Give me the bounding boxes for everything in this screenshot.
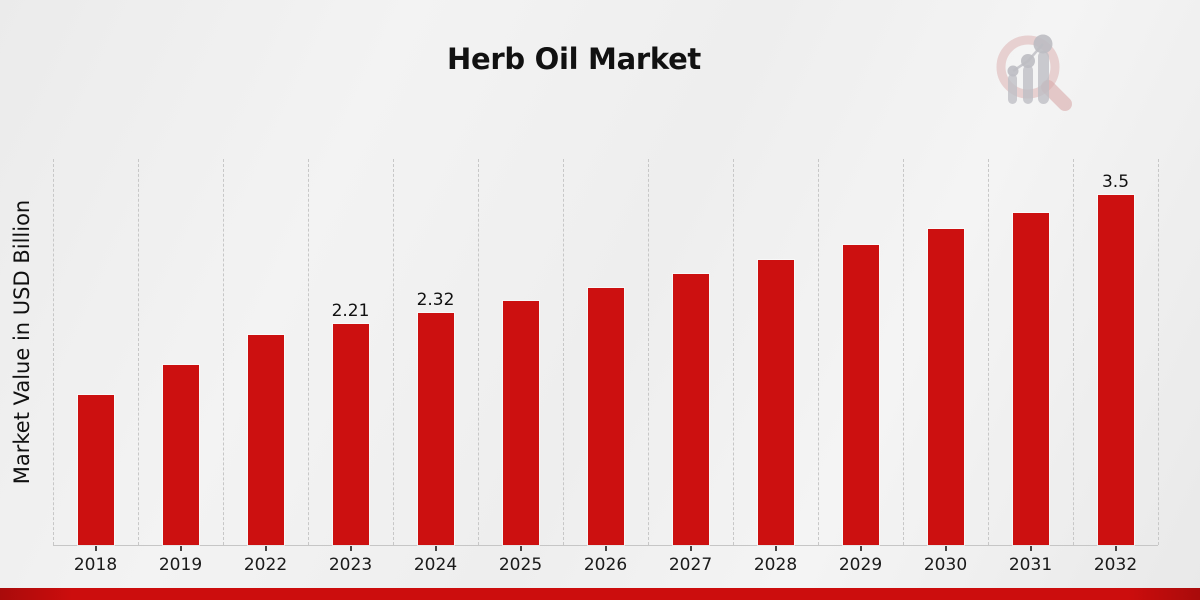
gridline bbox=[478, 159, 479, 545]
x-tick-label-2023: 2023 bbox=[328, 555, 373, 575]
bar-2030 bbox=[927, 229, 964, 545]
x-axis-tick bbox=[1114, 546, 1117, 551]
gridline bbox=[903, 159, 904, 545]
x-tick-label-2030: 2030 bbox=[923, 555, 968, 575]
page-title: Herb Oil Market bbox=[447, 42, 701, 76]
bottom-accent-strip bbox=[0, 588, 1200, 600]
plot-area: 2018 2019 2022 2.21 2023 2.32 2024 2025 2026 2027… bbox=[53, 159, 1159, 575]
bar-2026 bbox=[587, 288, 624, 545]
x-axis-tick bbox=[689, 546, 692, 551]
x-axis-tick bbox=[1029, 546, 1032, 551]
gridline bbox=[733, 159, 734, 545]
logo-trend-dots-icon bbox=[1007, 34, 1053, 77]
x-axis-line bbox=[53, 545, 1158, 546]
x-axis-tick bbox=[859, 546, 862, 551]
gridline bbox=[988, 159, 989, 545]
magnifier-handle-icon bbox=[1041, 80, 1072, 111]
logo-bars-icon bbox=[1008, 51, 1049, 104]
x-tick-label-2027: 2027 bbox=[668, 555, 713, 575]
x-axis-tick bbox=[94, 546, 97, 551]
bar-2032 bbox=[1097, 195, 1134, 545]
bar-2019 bbox=[162, 365, 199, 545]
bar-2029 bbox=[842, 245, 879, 545]
x-tick-label-2018: 2018 bbox=[73, 555, 118, 575]
x-axis-tick bbox=[434, 546, 437, 551]
x-axis-tick bbox=[179, 546, 182, 551]
x-tick-label-2028: 2028 bbox=[753, 555, 798, 575]
bar-2018 bbox=[77, 395, 114, 545]
gridline bbox=[308, 159, 309, 545]
x-tick-label-2024: 2024 bbox=[413, 555, 458, 575]
x-tick-label-2026: 2026 bbox=[583, 555, 628, 575]
x-tick-label-2019: 2019 bbox=[158, 555, 203, 575]
bar-value-label-2032: 3.5 bbox=[1101, 172, 1130, 192]
x-tick-label-2031: 2031 bbox=[1008, 555, 1053, 575]
gridline bbox=[648, 159, 649, 545]
x-axis-tick bbox=[944, 546, 947, 551]
gridline bbox=[1158, 159, 1159, 545]
bar-2023 bbox=[332, 324, 369, 545]
x-axis-tick bbox=[774, 546, 777, 551]
x-axis-tick bbox=[349, 546, 352, 551]
x-tick-label-2025: 2025 bbox=[498, 555, 543, 575]
bar-2031 bbox=[1012, 213, 1049, 545]
bar-2028 bbox=[757, 260, 794, 545]
x-tick-label-2029: 2029 bbox=[838, 555, 883, 575]
x-tick-label-2032: 2032 bbox=[1093, 555, 1138, 575]
gridline bbox=[53, 159, 54, 545]
bar-2024 bbox=[417, 313, 454, 545]
bar-2027 bbox=[672, 274, 709, 545]
bar-value-label-2023: 2.21 bbox=[331, 301, 370, 321]
x-axis-tick bbox=[264, 546, 267, 551]
x-axis-tick bbox=[519, 546, 522, 551]
gridline bbox=[818, 159, 819, 545]
bar-value-label-2024: 2.32 bbox=[416, 290, 455, 310]
gridline bbox=[138, 159, 139, 545]
x-tick-label-2022: 2022 bbox=[243, 555, 288, 575]
bar-2025 bbox=[502, 301, 539, 545]
bar-2022 bbox=[247, 335, 284, 545]
gridline bbox=[563, 159, 564, 545]
magnifier-bar-chart-logo-icon bbox=[996, 34, 1072, 111]
y-axis-label: Market Value in USD Billion bbox=[10, 199, 34, 485]
gridline bbox=[223, 159, 224, 545]
gridline bbox=[1073, 159, 1074, 545]
gridline bbox=[393, 159, 394, 545]
x-axis-tick bbox=[604, 546, 607, 551]
